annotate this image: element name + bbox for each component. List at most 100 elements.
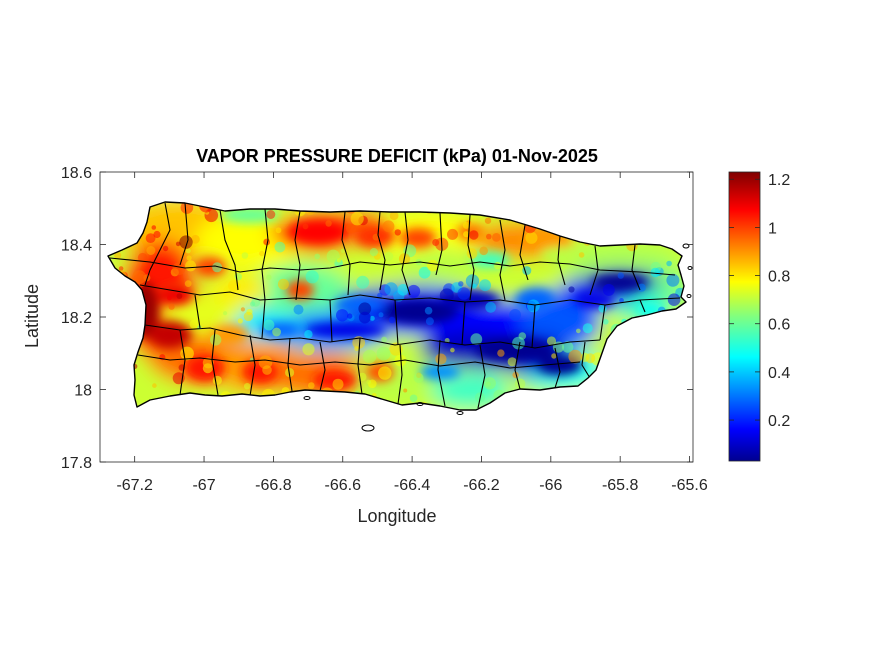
vpd-speckle bbox=[362, 349, 377, 364]
vpd-speckle bbox=[389, 211, 399, 221]
colorbar-ticks: 0.2 0.4 0.6 0.8 1 1.2 bbox=[729, 172, 790, 430]
vpd-speckle bbox=[302, 223, 309, 230]
vpd-speckle bbox=[447, 228, 458, 240]
colorbar-tick-label: 0.4 bbox=[768, 365, 790, 382]
vpd-region bbox=[157, 285, 193, 305]
municipality-boundary bbox=[397, 344, 403, 405]
vpd-speckle bbox=[462, 221, 470, 229]
x-tick-label: -66 bbox=[539, 477, 562, 494]
vpd-speckle bbox=[336, 258, 341, 263]
y-tick-label: 18.6 bbox=[61, 165, 92, 182]
y-tick-label: 18.4 bbox=[61, 238, 92, 255]
vpd-speckle bbox=[184, 280, 192, 287]
islet-outline bbox=[456, 411, 464, 415]
vpd-speckle bbox=[358, 311, 371, 324]
islet-outline bbox=[686, 294, 692, 298]
municipality-boundary bbox=[394, 299, 399, 346]
vpd-speckle bbox=[151, 225, 157, 230]
municipality-boundary bbox=[179, 329, 186, 396]
islet-outline bbox=[687, 266, 693, 270]
vpd-speckle bbox=[293, 304, 304, 315]
vpd-speckle bbox=[145, 233, 156, 244]
vpd-region bbox=[286, 280, 314, 300]
x-tick-label: -67.2 bbox=[116, 477, 153, 494]
x-axis-ticks: -67.2 -67 -66.8 -66.6 -66.4 -66.2 -66 -65.8 -65.… bbox=[116, 172, 708, 494]
vpd-field bbox=[108, 202, 686, 410]
vpd-speckle bbox=[189, 319, 199, 329]
offshore-islets bbox=[303, 243, 693, 432]
municipality-boundary bbox=[581, 341, 591, 379]
vpd-speckle bbox=[352, 336, 366, 349]
municipality-boundary bbox=[137, 354, 581, 369]
vpd-speckle bbox=[457, 287, 471, 300]
vpd-speckle bbox=[243, 311, 254, 322]
municipality-boundary bbox=[557, 235, 566, 286]
vpd-speckle bbox=[369, 248, 378, 257]
vpd-speckle bbox=[435, 353, 447, 365]
municipality-boundary bbox=[219, 209, 239, 291]
municipality-boundary bbox=[531, 304, 536, 349]
municipality-boundary bbox=[144, 202, 171, 286]
municipality-boundary bbox=[261, 208, 269, 301]
vpd-speckle bbox=[509, 309, 521, 321]
vpd-speckle bbox=[413, 373, 424, 383]
vpd-speckle bbox=[168, 303, 175, 310]
vpd-speckle bbox=[378, 312, 384, 318]
vpd-speckle bbox=[212, 262, 223, 273]
vpd-speckle bbox=[384, 251, 394, 261]
vpd-region bbox=[288, 220, 348, 244]
vpd-speckle bbox=[546, 336, 557, 346]
vpd-speckle bbox=[377, 292, 383, 299]
x-tick-label: -65.6 bbox=[671, 477, 708, 494]
municipality-boundary bbox=[109, 257, 676, 276]
vpd-speckle bbox=[137, 252, 148, 263]
vpd-region bbox=[210, 275, 270, 305]
vpd-region bbox=[382, 300, 458, 324]
vpd-speckle bbox=[568, 349, 582, 364]
vpd-speckle bbox=[585, 353, 596, 364]
vpd-speckle bbox=[358, 302, 372, 316]
vpd-speckle bbox=[244, 383, 251, 390]
vpd-speckle bbox=[471, 283, 477, 289]
municipality-boundary bbox=[499, 219, 506, 301]
vpd-speckle bbox=[463, 231, 470, 238]
municipality-boundary bbox=[341, 211, 351, 296]
x-tick-label: -66.2 bbox=[463, 477, 500, 494]
vpd-speckle bbox=[172, 262, 186, 276]
plot-area: -67.2 -67 -66.8 -66.6 -66.4 -66.2 -66 -65.8 -65.… bbox=[61, 165, 708, 494]
vpd-speckle bbox=[223, 311, 228, 316]
vpd-speckle bbox=[325, 220, 332, 227]
municipality-boundary bbox=[211, 329, 219, 396]
vpd-speckle bbox=[266, 274, 272, 281]
vpd-speckle bbox=[582, 323, 593, 334]
islet-outline bbox=[361, 424, 375, 432]
vpd-speckle bbox=[578, 252, 585, 258]
vpd-speckle bbox=[486, 233, 492, 240]
municipality-boundary bbox=[319, 341, 326, 392]
municipality-boundary bbox=[287, 337, 293, 392]
vpd-speckle bbox=[492, 233, 501, 242]
vpd-speckle bbox=[210, 334, 222, 346]
vpd-region bbox=[400, 228, 436, 248]
colorbar-tick-label: 1 bbox=[768, 220, 777, 237]
municipality-boundary bbox=[377, 211, 386, 291]
vpd-speckle bbox=[479, 279, 491, 292]
vpd-speckle bbox=[650, 267, 661, 278]
vpd-speckle bbox=[527, 299, 540, 313]
vpd-speckle bbox=[403, 388, 408, 393]
vpd-speckle bbox=[118, 266, 124, 271]
vpd-speckle bbox=[469, 230, 479, 240]
vpd-speckle bbox=[332, 378, 344, 390]
municipality-boundary bbox=[329, 299, 333, 343]
vpd-speckle bbox=[350, 212, 364, 226]
vpd-speckle bbox=[450, 347, 455, 353]
municipality-boundary bbox=[357, 337, 363, 395]
vpd-speckle bbox=[263, 319, 275, 331]
municipality-boundary bbox=[249, 334, 256, 397]
vpd-speckle bbox=[369, 315, 375, 321]
municipality-boundary bbox=[514, 341, 521, 390]
vpd-speckle bbox=[466, 248, 478, 259]
vpd-speckle bbox=[470, 333, 483, 346]
colorbar-tick-label: 0.8 bbox=[768, 269, 790, 286]
